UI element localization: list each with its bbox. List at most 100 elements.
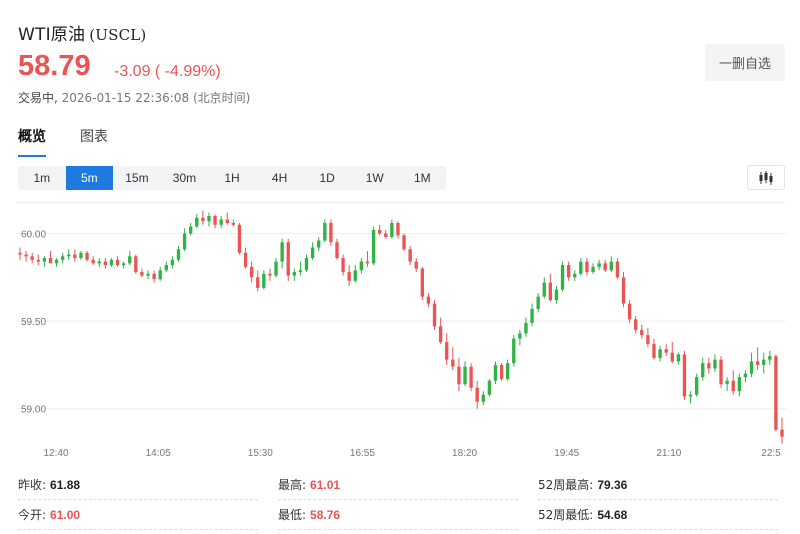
candle	[682, 350, 687, 400]
price-chart[interactable]: 60.00 59.50 59.00 12:40 14:05 15:30 16:55 18:20…	[16, 202, 786, 462]
candle	[499, 363, 504, 381]
candle	[615, 258, 620, 280]
x-tick-label: 14:05	[146, 448, 171, 459]
interval-4h[interactable]: 4H	[271, 171, 288, 185]
candle	[347, 265, 351, 287]
candle	[402, 233, 406, 252]
candle	[652, 338, 656, 360]
interval-30m[interactable]: 30m	[172, 171, 197, 185]
candle	[30, 252, 34, 264]
candle	[451, 347, 455, 371]
tab-overview[interactable]: 概览	[18, 126, 46, 157]
stat-value: 61.00	[50, 507, 81, 522]
candle	[634, 315, 638, 334]
current-price: 58.79	[18, 50, 91, 82]
instrument-code: (USCL)	[89, 26, 147, 44]
candle	[518, 329, 522, 346]
candle	[664, 343, 668, 357]
candle	[621, 272, 626, 308]
stat-52w-high: 52周最高: 79.36	[538, 470, 778, 500]
candle	[457, 357, 461, 392]
candle	[377, 224, 382, 236]
candle	[506, 359, 510, 381]
candle	[146, 270, 150, 280]
candle	[24, 251, 28, 262]
tab-chart[interactable]: 图表	[80, 129, 108, 145]
candle	[493, 361, 498, 385]
candle	[432, 300, 437, 330]
chart-type-button[interactable]	[747, 165, 785, 190]
candle	[329, 219, 333, 246]
candle	[134, 254, 138, 274]
candle	[237, 223, 242, 255]
candle	[463, 361, 467, 386]
instrument-title: WTI原油 (USCL)	[18, 20, 146, 45]
interval-1d[interactable]: 1D	[319, 171, 335, 185]
interval-1w[interactable]: 1W	[365, 171, 384, 185]
x-tick-label: 15:30	[248, 448, 273, 459]
candle	[603, 259, 607, 273]
candle	[658, 345, 662, 362]
candle	[225, 212, 229, 225]
x-tick-label: 22:5	[761, 448, 781, 459]
candle	[542, 277, 546, 299]
candle	[42, 256, 47, 267]
candle	[536, 293, 540, 313]
candle	[18, 247, 22, 260]
candle	[579, 258, 583, 276]
candle	[408, 245, 412, 266]
x-tick-label: 16:55	[350, 448, 375, 459]
candle	[694, 373, 699, 397]
candle	[359, 258, 364, 274]
interval-15m[interactable]: 15m	[125, 171, 149, 185]
stat-value: 61.01	[310, 477, 341, 492]
candle	[249, 261, 254, 283]
stat-open: 今开: 61.00	[18, 500, 258, 530]
interval-1h[interactable]: 1H	[224, 171, 240, 185]
candle	[780, 417, 784, 444]
candle	[158, 266, 162, 281]
candle	[530, 303, 534, 327]
candle	[585, 258, 589, 276]
status-timestamp: 2026-01-15 22:36:08	[61, 91, 190, 105]
interval-1mo[interactable]: 1M	[413, 171, 431, 185]
candle	[286, 238, 290, 281]
candle	[676, 352, 681, 365]
candle	[317, 237, 321, 252]
candle	[341, 254, 345, 276]
candle	[164, 261, 168, 273]
candle	[755, 347, 760, 371]
candle	[262, 270, 266, 290]
candle	[67, 249, 71, 260]
candle	[688, 391, 693, 404]
y-tick-label: 59.50	[21, 317, 46, 328]
candle	[670, 342, 674, 364]
candle	[512, 335, 516, 367]
interval-1m[interactable]: 1m	[33, 171, 51, 185]
interval-selector: 1m 5m 15m 30m 1H 4H 1D 1W 1M	[18, 166, 446, 190]
candle	[97, 258, 101, 267]
candle	[438, 317, 443, 344]
candle	[609, 256, 613, 273]
candle	[207, 212, 211, 227]
candle	[701, 357, 705, 381]
stats-row: 今开: 61.00 最低: 58.76 52周最低: 54.68	[18, 500, 786, 530]
stat-value: 79.36	[597, 477, 628, 492]
candle	[548, 273, 553, 302]
candle	[469, 363, 473, 392]
interval-5m[interactable]: 5m	[65, 166, 114, 190]
candle	[231, 219, 236, 227]
candle	[201, 210, 205, 225]
candle	[390, 219, 394, 239]
candle	[774, 354, 778, 432]
remove-watchlist-button[interactable]: 一删自选	[705, 44, 785, 81]
stat-52w-low: 52周最低: 54.68	[538, 500, 778, 530]
candle	[573, 270, 577, 281]
candle	[189, 223, 193, 236]
candle	[731, 370, 735, 395]
candle	[560, 261, 565, 292]
candle	[597, 259, 601, 271]
candle	[54, 258, 59, 267]
candle	[48, 251, 53, 264]
candlestick-chart: 60.00 59.50 59.00 12:40 14:05 15:30 16:55 18:20…	[16, 202, 786, 459]
